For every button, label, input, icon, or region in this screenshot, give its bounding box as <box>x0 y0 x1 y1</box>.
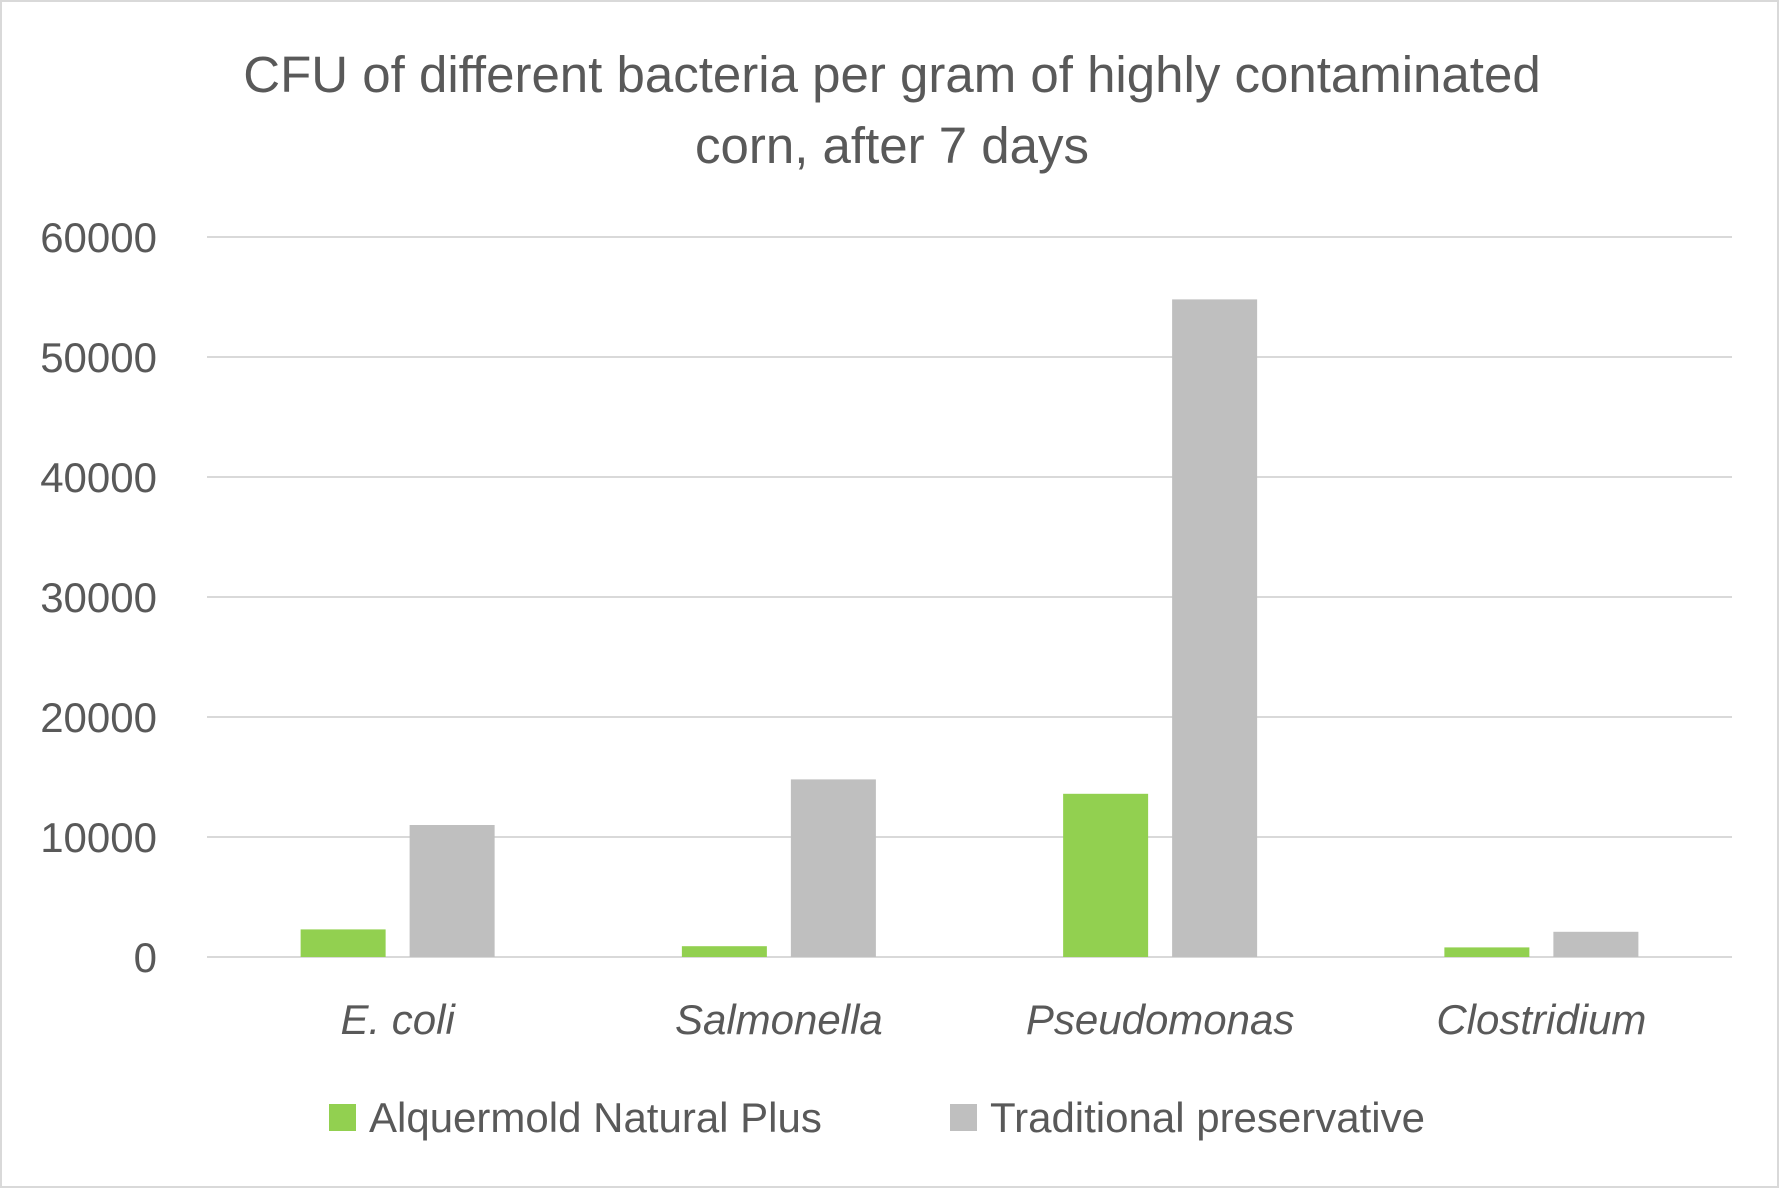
y-tick-label: 20000 <box>40 694 157 741</box>
x-category-label: Clostridium <box>1436 996 1646 1043</box>
y-tick-label: 0 <box>134 934 157 981</box>
bar-traditional-2 <box>1172 299 1258 957</box>
legend-swatch <box>950 1104 977 1131</box>
bar-alquermold-3 <box>1444 947 1530 957</box>
y-tick-label: 10000 <box>40 814 157 861</box>
y-axis-tick-labels: 0 10000 20000 30000 40000 50000 60000 <box>40 214 157 981</box>
legend-label: Alquermold Natural Plus <box>369 1094 822 1141</box>
bar-alquermold-0 <box>300 929 386 957</box>
x-category-label: Salmonella <box>675 996 883 1043</box>
x-category-label: E. coli <box>340 996 456 1043</box>
bar-traditional-3 <box>1553 931 1639 957</box>
bar-traditional-0 <box>409 825 495 957</box>
y-tick-label: 60000 <box>40 214 157 261</box>
chart-title-line-1: CFU of different bacteria per gram of hi… <box>243 46 1540 103</box>
x-axis-category-labels: E. coli Salmonella Pseudomonas Clostridium <box>340 996 1646 1043</box>
bars <box>300 299 1639 957</box>
legend: Alquermold Natural Plus Traditional prese… <box>329 1094 1425 1141</box>
y-tick-label: 40000 <box>40 454 157 501</box>
chart-title-line-2: corn, after 7 days <box>695 117 1089 174</box>
legend-swatch <box>329 1104 356 1131</box>
y-tick-label: 50000 <box>40 334 157 381</box>
bar-traditional-1 <box>790 779 876 957</box>
bar-alquermold-2 <box>1063 793 1149 957</box>
legend-label: Traditional preservative <box>990 1094 1425 1141</box>
y-tick-label: 30000 <box>40 574 157 621</box>
bar-alquermold-1 <box>681 946 767 957</box>
x-category-label: Pseudomonas <box>1026 996 1295 1043</box>
chart-title: CFU of different bacteria per gram of hi… <box>243 46 1540 174</box>
